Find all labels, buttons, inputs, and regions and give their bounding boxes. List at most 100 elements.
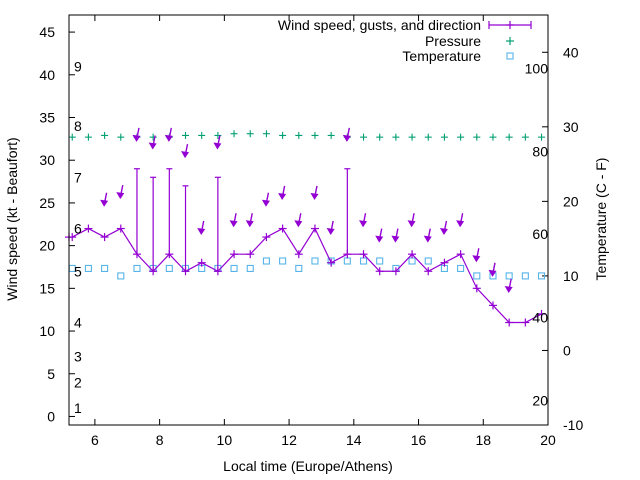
pressure-point	[68, 133, 76, 141]
legend-swatch-wind	[488, 21, 532, 29]
legend-swatch-temperature	[506, 52, 514, 60]
wind-direction-arrow	[310, 185, 319, 200]
temperature-point	[424, 257, 432, 265]
wind-speed-point	[521, 318, 530, 327]
beaufort-label: 9	[74, 58, 82, 74]
pressure-point	[538, 133, 546, 141]
pressure-point	[246, 130, 254, 138]
pressure-point	[376, 133, 384, 141]
pressure-point	[295, 131, 303, 139]
wind-speed-point	[84, 224, 93, 233]
wind-speed-point	[505, 318, 514, 327]
wind-speed-line	[69, 227, 542, 324]
x-tick-label: 14	[346, 432, 362, 448]
wind-speed-point	[230, 250, 239, 259]
wind-speed-point	[294, 250, 303, 259]
wind-direction-arrow	[375, 228, 384, 243]
wind-direction-arrow	[148, 135, 157, 150]
beaufort-label: 4	[74, 315, 82, 331]
wind-speed-point	[181, 267, 190, 276]
pressure-point	[279, 131, 287, 139]
legend-label-pressure: Pressure	[425, 33, 481, 49]
wind-direction-arrow	[504, 278, 513, 294]
pressure-point	[101, 131, 109, 139]
temperature-point	[165, 264, 173, 273]
y-tick-label: 25	[39, 195, 55, 211]
pressure-point	[198, 131, 206, 139]
wind-direction-arrow	[132, 127, 141, 142]
x-tick-label: 12	[281, 432, 297, 448]
y2-tick-label: -10	[563, 417, 583, 433]
wind-direction-arrow	[326, 220, 335, 235]
pressure-point	[392, 133, 400, 141]
legend-label-wind: Wind speed, gusts, and direction	[278, 17, 481, 33]
y-tick-label: 35	[39, 110, 55, 126]
wind-direction-arrow	[294, 213, 303, 228]
pressure-point	[521, 133, 529, 141]
wind-speed-point	[408, 250, 417, 259]
temperature-point	[376, 257, 384, 265]
y-tick-label: 10	[39, 323, 55, 339]
y2-axis-title: Temperature (C - F)	[593, 158, 609, 281]
wind-direction-arrow	[213, 135, 222, 150]
wind-direction-arrow	[391, 228, 400, 243]
legend-swatch-pressure	[506, 37, 514, 45]
x-tick-label: 10	[217, 432, 233, 448]
pressure-point	[408, 133, 416, 141]
beaufort-label: 2	[74, 374, 82, 390]
y-tick-label: 0	[47, 408, 55, 424]
wind-speed-point	[68, 233, 77, 242]
wind-speed-point	[100, 233, 109, 242]
x-axis-title: Local time (Europe/Athens)	[223, 458, 393, 474]
beaufort-label: 1	[74, 400, 82, 416]
y2-tick-label: 20	[563, 193, 579, 209]
beaufort-label: 8	[74, 118, 82, 134]
x-tick-label: 16	[411, 432, 427, 448]
wind-speed-point	[310, 224, 319, 233]
y2-tick-label: 10	[563, 268, 579, 284]
y2-tick-label: 40	[563, 44, 579, 60]
temperature-point	[505, 272, 513, 280]
wind-direction-arrow	[245, 213, 254, 228]
beaufort-label: 6	[74, 221, 82, 237]
temperature-point	[311, 257, 319, 265]
wind-speed-point	[149, 267, 158, 276]
pressure-point	[214, 131, 222, 139]
wind-direction-arrow	[278, 185, 287, 200]
wind-speed-point	[424, 267, 433, 276]
pressure-point	[360, 133, 368, 141]
temperature-point	[246, 264, 254, 273]
temperature-point	[133, 264, 141, 273]
temperature-point	[537, 272, 546, 280]
pressure-point	[149, 133, 157, 141]
pressure-point	[117, 133, 125, 141]
temperature-point	[295, 264, 303, 273]
wind-direction-arrow	[439, 220, 448, 235]
wind-direction-arrow	[100, 192, 109, 207]
axis-ticks-layer	[69, 15, 549, 426]
fahrenheit-label: 40	[532, 310, 548, 326]
y-tick-label: 45	[39, 24, 55, 40]
wind-direction-arrow	[342, 127, 351, 142]
x-tick-label: 20	[540, 432, 556, 448]
wind-speed-point	[262, 233, 271, 242]
pressure-point	[424, 133, 432, 141]
fahrenheit-label: 80	[532, 143, 548, 159]
temperature-point	[408, 257, 416, 265]
wind-direction-arrow	[181, 143, 190, 159]
y2-tick-label: 0	[563, 342, 571, 358]
y-tick-label: 30	[39, 152, 55, 168]
pressure-point	[457, 133, 465, 141]
temperature-point	[473, 272, 481, 280]
x-tick-label: 8	[156, 432, 164, 448]
temperature-point	[101, 264, 109, 273]
y-tick-label: 5	[47, 366, 55, 382]
wind-speed-point	[456, 250, 465, 259]
legend: Wind speed, gusts, and direction Pressur…	[278, 17, 532, 64]
pressure-point	[473, 133, 481, 141]
temperature-point	[230, 264, 238, 273]
wind-speed-point	[213, 267, 222, 276]
wind-direction-arrow	[116, 184, 125, 200]
y2-tick-label: 30	[563, 119, 579, 135]
